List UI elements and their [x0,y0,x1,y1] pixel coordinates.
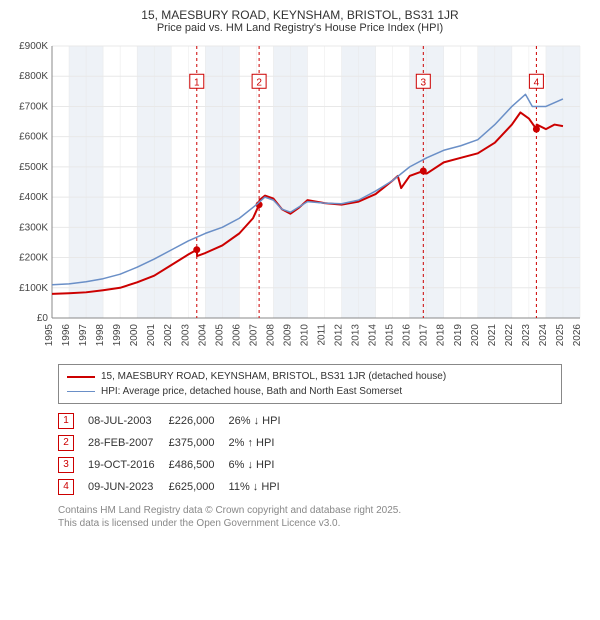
svg-text:2004: 2004 [197,324,208,347]
sale-price: £375,000 [169,432,229,454]
svg-text:2008: 2008 [265,324,276,347]
svg-text:2006: 2006 [231,324,242,347]
svg-text:£700K: £700K [19,101,48,112]
legend-item: HPI: Average price, detached house, Bath… [67,384,553,399]
svg-text:3: 3 [421,77,427,88]
svg-text:2026: 2026 [572,324,583,347]
svg-text:£400K: £400K [19,192,48,203]
sale-delta: 26% ↓ HPI [229,410,295,432]
sale-marker: 4 [58,479,74,495]
svg-text:£800K: £800K [19,71,48,82]
sale-price: £226,000 [169,410,229,432]
svg-text:£200K: £200K [19,253,48,264]
price-chart: £0 £100K £200K £300K £400K £500K £600K £700K £80… [10,38,590,358]
svg-text:2001: 2001 [146,324,157,347]
svg-text:4: 4 [534,77,540,88]
svg-text:1995: 1995 [44,324,55,347]
svg-text:2023: 2023 [521,324,532,347]
svg-text:£100K: £100K [19,283,48,294]
sale-marker: 1 [58,413,74,429]
legend-swatch [67,376,95,378]
legend-swatch [67,391,95,392]
svg-text:2018: 2018 [436,324,447,347]
sale-date: 08-JUL-2003 [88,410,169,432]
svg-text:2021: 2021 [487,324,498,347]
svg-text:2000: 2000 [129,324,140,347]
svg-text:2002: 2002 [163,324,174,347]
svg-text:2020: 2020 [470,324,481,347]
svg-text:2: 2 [256,77,262,88]
page-subtitle: Price paid vs. HM Land Registry's House … [8,22,592,34]
svg-text:2007: 2007 [248,324,259,347]
svg-text:1997: 1997 [78,324,89,347]
svg-text:2025: 2025 [555,324,566,347]
sale-date: 09-JUN-2023 [88,476,169,498]
svg-text:2024: 2024 [538,324,549,347]
svg-text:1996: 1996 [61,324,72,347]
legend: 15, MAESBURY ROAD, KEYNSHAM, BRISTOL, BS… [58,364,562,404]
legend-label: HPI: Average price, detached house, Bath… [101,384,402,399]
sale-delta: 2% ↑ HPI [229,432,295,454]
sale-marker: 3 [58,457,74,473]
sale-date: 28-FEB-2007 [88,432,169,454]
legend-item: 15, MAESBURY ROAD, KEYNSHAM, BRISTOL, BS… [67,369,553,384]
footer-attribution: Contains HM Land Registry data © Crown c… [58,504,562,530]
svg-text:2015: 2015 [385,324,396,347]
svg-text:1: 1 [194,77,200,88]
legend-label: 15, MAESBURY ROAD, KEYNSHAM, BRISTOL, BS… [101,369,446,384]
svg-text:£500K: £500K [19,162,48,173]
sale-date: 19-OCT-2016 [88,454,169,476]
svg-text:2011: 2011 [317,324,328,346]
sales-table: 1 08-JUL-2003£226,00026% ↓ HPI 2 28-FEB-200… [58,410,295,498]
footer-line-1: Contains HM Land Registry data © Crown c… [58,504,562,517]
svg-text:2003: 2003 [180,324,191,347]
svg-text:1999: 1999 [112,324,123,347]
sale-delta: 6% ↓ HPI [229,454,295,476]
svg-text:2005: 2005 [214,324,225,347]
svg-text:2016: 2016 [402,324,413,347]
svg-text:2013: 2013 [351,324,362,347]
sale-marker: 2 [58,435,74,451]
footer-line-2: This data is licensed under the Open Gov… [58,517,562,530]
svg-text:2009: 2009 [282,324,293,347]
svg-text:£300K: £300K [19,222,48,233]
svg-text:2017: 2017 [419,324,430,347]
svg-text:2019: 2019 [453,324,464,347]
svg-text:£600K: £600K [19,132,48,143]
svg-text:2014: 2014 [368,324,379,347]
svg-text:2010: 2010 [299,324,310,347]
svg-text:£0: £0 [37,313,49,324]
table-row: 2 28-FEB-2007£375,0002% ↑ HPI [58,432,295,454]
svg-text:1998: 1998 [95,324,106,347]
table-row: 3 19-OCT-2016£486,5006% ↓ HPI [58,454,295,476]
sale-price: £486,500 [169,454,229,476]
table-row: 1 08-JUL-2003£226,00026% ↓ HPI [58,410,295,432]
svg-text:£900K: £900K [19,41,48,52]
table-row: 4 09-JUN-2023£625,00011% ↓ HPI [58,476,295,498]
page-title: 15, MAESBURY ROAD, KEYNSHAM, BRISTOL, BS… [8,8,592,22]
sale-delta: 11% ↓ HPI [229,476,295,498]
svg-text:2022: 2022 [504,324,515,347]
svg-text:2012: 2012 [334,324,345,347]
sale-price: £625,000 [169,476,229,498]
